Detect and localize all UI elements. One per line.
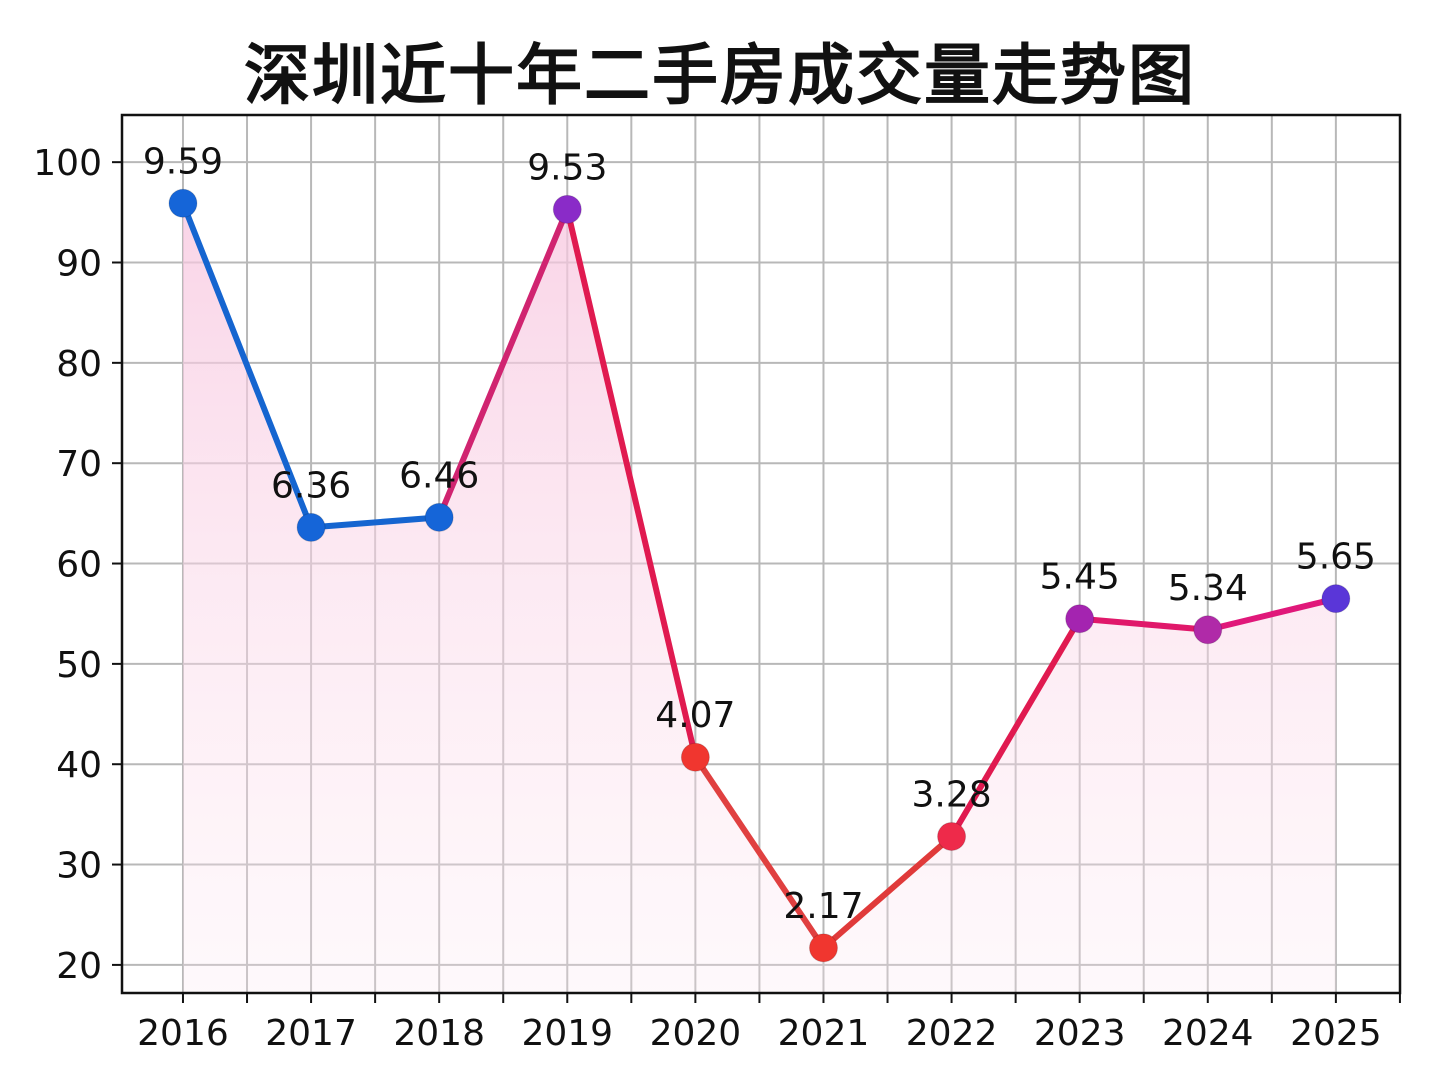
y-tick-label: 30 <box>56 846 102 887</box>
line-segment <box>948 615 1083 840</box>
line-segment <box>308 514 443 531</box>
y-tick-label: 70 <box>56 444 102 485</box>
data-label: 6.46 <box>399 455 479 496</box>
data-point <box>1193 615 1223 645</box>
x-tick-label: 2023 <box>1034 1013 1126 1054</box>
plot-frame <box>120 113 1402 995</box>
area-fill <box>182 203 1336 994</box>
data-label: 9.53 <box>527 147 607 188</box>
data-point <box>296 512 326 542</box>
y-tick-label: 80 <box>56 344 102 385</box>
x-tick-label: 2018 <box>393 1013 485 1054</box>
line-segment <box>1204 595 1339 633</box>
x-tick-label: 2017 <box>265 1013 357 1054</box>
y-tick-label: 40 <box>56 745 102 786</box>
data-point <box>808 933 838 963</box>
data-label: 4.07 <box>655 695 735 736</box>
x-tick-label: 2021 <box>778 1013 870 1054</box>
line-segment <box>820 833 955 951</box>
data-point <box>168 188 198 218</box>
data-point <box>1065 604 1095 634</box>
line-segment <box>179 200 315 531</box>
y-tick-label: 60 <box>56 545 102 586</box>
x-tick-label: 2022 <box>906 1013 998 1054</box>
line-segment <box>1076 615 1211 633</box>
x-tick-label: 2016 <box>137 1013 229 1054</box>
data-point <box>552 194 582 224</box>
x-tick-label: 2020 <box>650 1013 742 1054</box>
data-label: 2.17 <box>783 886 863 927</box>
data-label: 3.28 <box>911 774 991 815</box>
data-label: 5.34 <box>1168 568 1248 609</box>
data-point <box>424 502 454 532</box>
chart-title: 深圳近十年二手房成交量走势图 <box>244 37 1196 114</box>
line-segment <box>564 206 699 761</box>
x-tick-label: 2019 <box>521 1013 613 1054</box>
data-point <box>680 742 710 772</box>
y-tick-label: 50 <box>56 645 102 686</box>
data-point <box>937 821 967 851</box>
data-label: 5.65 <box>1296 537 1376 578</box>
y-tick-label: 90 <box>56 244 102 285</box>
x-tick-label: 2025 <box>1290 1013 1382 1054</box>
data-point <box>1321 584 1351 614</box>
x-tick-label: 2024 <box>1162 1013 1254 1054</box>
data-label: 6.36 <box>271 465 351 506</box>
line-segment <box>692 754 827 951</box>
data-label: 9.59 <box>143 141 223 182</box>
data-label: 5.45 <box>1040 557 1120 598</box>
y-tick-label: 100 <box>33 143 102 184</box>
y-tick-label: 20 <box>56 946 102 987</box>
line-segment <box>436 206 571 521</box>
